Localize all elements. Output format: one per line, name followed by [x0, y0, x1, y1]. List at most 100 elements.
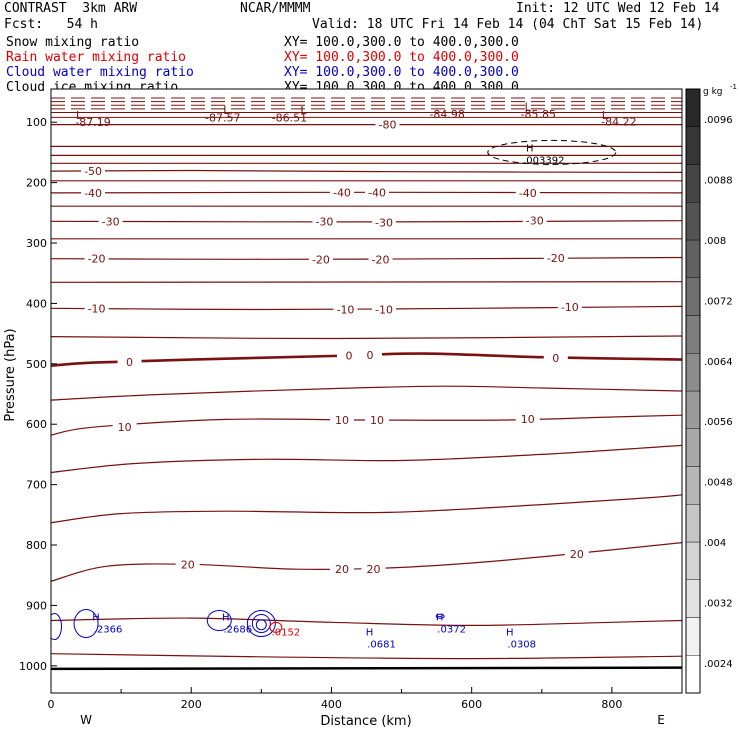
colorbar-swatch [685, 277, 701, 316]
contour-label: -20 [312, 253, 330, 266]
cloud-water-contour [251, 614, 271, 634]
contour-label: -10 [88, 302, 106, 315]
colorbar-swatch [685, 353, 701, 392]
cloud-water-max-value: .0681 [367, 640, 396, 651]
temperature-contour [51, 617, 682, 627]
contour-label-bg [84, 252, 109, 264]
contour-label-bg [112, 421, 137, 433]
colorbar-label: .0096 [704, 115, 733, 126]
producer-label: NCAR/MMMM [240, 1, 311, 16]
colorbar-swatch [685, 655, 701, 694]
contour-labels: -80 -50 -40 -40 -40 -40 -30 -30 -30 -30 -20 -20 -20 -… [75, 101, 636, 651]
temperature-contour [51, 220, 682, 223]
temperature-contour [51, 335, 682, 340]
contour-label: -10 [561, 301, 579, 314]
cloud-water-max-label: H [436, 613, 444, 624]
contour-label-bg [365, 413, 390, 425]
colorbar-frame [685, 88, 701, 694]
contour-label-bg [358, 348, 383, 360]
contour-label-bg [84, 302, 109, 314]
contour-label-bg [372, 216, 397, 228]
low-value: -85.85 [521, 108, 556, 121]
contour-label-bg [515, 186, 540, 198]
cloud-water-max-label: H [506, 628, 514, 639]
colorbar-label: .004 [704, 538, 726, 549]
contour-label: -10 [375, 303, 393, 316]
contour-label-bg [308, 253, 333, 265]
contour-label-bg [333, 303, 358, 315]
cloud-water-max-value: .0372 [437, 625, 466, 636]
contour-label-bg [372, 303, 397, 315]
y-tick-label: 600 [26, 418, 47, 431]
cloud-water-max-value: .2686 [223, 625, 252, 636]
contour-label: 10 [370, 414, 384, 427]
colorbar-swatch [685, 466, 701, 505]
colorbar-swatch [685, 315, 701, 354]
cloud-ice-max-label: H [526, 143, 534, 154]
low-marker: L [223, 104, 230, 117]
colorbar-swatch [685, 88, 701, 127]
model-title: CONTRAST 3km ARW [4, 1, 138, 16]
contour-label: -40 [519, 187, 537, 200]
temperature-contour [51, 494, 682, 524]
field-name-cloud-water: Cloud water mixing ratio [6, 65, 194, 80]
y-tick-label: 100 [26, 116, 47, 129]
cloud-water-max-value: .0308 [507, 640, 536, 651]
temperature-contour [51, 305, 682, 311]
colorbar-unit: g kg [703, 87, 723, 97]
contour-label-bg [312, 215, 337, 227]
y-tick-label: 300 [26, 237, 47, 250]
forecast-hour: Fcst: 54 h [4, 17, 98, 32]
y-tick-label: 500 [26, 358, 47, 371]
cloud-water-max-value: .2366 [94, 625, 123, 636]
y-tick-label: 400 [26, 297, 47, 310]
colorbar-label: .0072 [704, 296, 733, 307]
contour-label-bg [81, 165, 106, 177]
temperature-contour [51, 169, 682, 173]
contour-label: -30 [526, 215, 544, 228]
field-xy-cloud-water: XY= 100.0,300.0 to 400.0,300.0 [284, 65, 519, 80]
colorbar-swatch [685, 390, 701, 429]
east-label: E [657, 713, 665, 727]
contour-label: 20 [181, 558, 195, 571]
colorbar-swatch [685, 428, 701, 467]
contour-label-bg [329, 413, 354, 425]
contour-label-bg [368, 253, 393, 265]
contour-label: -30 [315, 215, 333, 228]
colorbar-swatch [685, 202, 701, 241]
colorbar-label: .008 [704, 236, 726, 247]
contour-label-bg [361, 563, 386, 575]
temperature-contour [51, 385, 682, 401]
valid-time: Valid: 18 UTC Fri 14 Feb 14 (04 ChT Sat … [312, 17, 704, 32]
colorbar-swatch [685, 126, 701, 165]
colorbar-swatch [685, 579, 701, 618]
y-tick-label: 700 [26, 479, 47, 492]
temperature-contour [51, 256, 682, 260]
cloud-water-contour [255, 619, 267, 631]
colorbar-swatch [685, 617, 701, 656]
colorbar-label: .0024 [704, 659, 733, 670]
x-tick-label: 600 [461, 698, 482, 711]
contour-label: -40 [333, 186, 351, 199]
contour-label: 20 [335, 563, 349, 576]
contour-label: 0 [552, 352, 559, 365]
contour-label-bg [336, 349, 361, 361]
contour-label: -10 [336, 303, 354, 316]
contour-label-bg [543, 252, 568, 264]
x-axis-title: Distance (km) [320, 714, 411, 729]
colorbar-unit-exponent: -1 [730, 83, 737, 91]
contour-label-bg [515, 412, 540, 424]
colorbar-label: .0056 [704, 417, 733, 428]
y-tick-label: 1000 [19, 660, 47, 673]
contour-label: 10 [335, 414, 349, 427]
contour-label: -20 [88, 253, 106, 266]
colorbar-label: .0048 [704, 478, 733, 489]
cloud-water-contour [206, 610, 232, 632]
cloud-water-contour [73, 609, 99, 639]
contour-label: 0 [126, 356, 133, 369]
low-marker: L [525, 101, 532, 114]
temperature-contour [51, 653, 682, 660]
axes: 0 200 400 600 800100200300400500600700800900… [19, 116, 683, 711]
temperature-contour [51, 281, 682, 283]
plot-area [51, 89, 682, 693]
